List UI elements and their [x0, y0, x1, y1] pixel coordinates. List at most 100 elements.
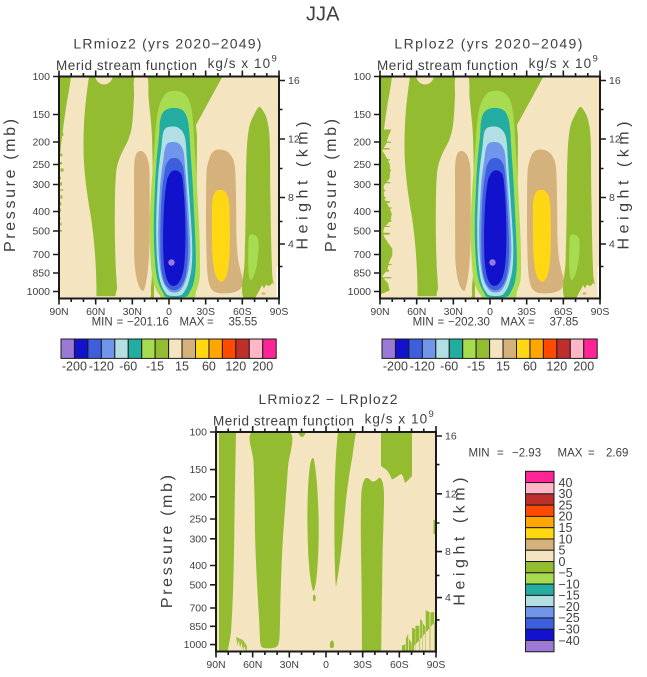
svg-text:500: 500: [32, 226, 50, 238]
svg-text:LRmioz2 (yrs 2020−2049): LRmioz2 (yrs 2020−2049): [73, 36, 261, 52]
svg-text:35.55: 35.55: [229, 317, 258, 329]
svg-text:400: 400: [353, 206, 371, 218]
svg-text:100: 100: [189, 427, 207, 439]
svg-text:kg/s x 10: kg/s x 10: [529, 56, 592, 71]
svg-text:850: 850: [353, 268, 371, 280]
svg-text:0: 0: [487, 306, 493, 318]
svg-text:90S: 90S: [591, 306, 610, 318]
svg-text:−40: −40: [559, 634, 580, 648]
svg-text:8: 8: [445, 546, 451, 558]
svg-text:Pressure (mb): Pressure (mb): [323, 119, 340, 252]
svg-text:60S: 60S: [554, 306, 573, 318]
svg-text:16: 16: [609, 75, 621, 87]
svg-text:Pressure (mb): Pressure (mb): [159, 475, 176, 608]
svg-text:12: 12: [445, 488, 457, 500]
svg-text:1000: 1000: [184, 639, 208, 651]
svg-text:−10: −10: [559, 577, 580, 591]
svg-text:300: 300: [353, 179, 371, 191]
svg-text:400: 400: [189, 560, 207, 572]
svg-text:90S: 90S: [427, 659, 446, 671]
svg-text:60N: 60N: [407, 306, 426, 318]
svg-text:−15: −15: [559, 589, 580, 603]
svg-text:200: 200: [189, 491, 207, 503]
svg-text:Merid stream function: Merid stream function: [56, 58, 197, 73]
svg-text:700: 700: [32, 249, 50, 261]
svg-text:30N: 30N: [123, 306, 142, 318]
svg-text:700: 700: [189, 603, 207, 615]
svg-text:30S: 30S: [196, 306, 215, 318]
svg-text:MAX: MAX: [180, 317, 205, 329]
svg-text:150: 150: [32, 109, 50, 121]
svg-text:Height (km): Height (km): [616, 122, 633, 250]
svg-text:16: 16: [445, 431, 457, 443]
svg-text:MIN: MIN: [92, 317, 113, 329]
svg-text:850: 850: [189, 621, 207, 633]
svg-text:−25: −25: [559, 611, 580, 625]
svg-text:15: 15: [559, 521, 573, 535]
svg-text:MAX: MAX: [558, 448, 583, 460]
svg-text:=: =: [497, 448, 504, 460]
svg-text:5: 5: [559, 544, 566, 558]
svg-text:37.85: 37.85: [550, 317, 579, 329]
svg-text:700: 700: [353, 249, 371, 261]
svg-text:12: 12: [288, 134, 300, 146]
svg-text:LRploz2 (yrs 2020−2049): LRploz2 (yrs 2020−2049): [394, 36, 582, 52]
svg-text:−201.16: −201.16: [127, 317, 169, 329]
svg-text:=: =: [588, 448, 595, 460]
svg-text:MAX: MAX: [501, 317, 526, 329]
svg-text:−20: −20: [559, 600, 580, 614]
svg-text:500: 500: [353, 226, 371, 238]
svg-text:100: 100: [353, 71, 371, 83]
svg-text:kg/s x 10: kg/s x 10: [208, 56, 271, 71]
svg-text:Height (km): Height (km): [452, 478, 469, 606]
svg-text:4: 4: [609, 239, 615, 251]
svg-text:300: 300: [189, 533, 207, 545]
svg-text:60N: 60N: [86, 306, 105, 318]
svg-text:150: 150: [189, 464, 207, 476]
svg-text:1000: 1000: [27, 286, 51, 298]
svg-text:Merid stream function: Merid stream function: [213, 414, 354, 429]
svg-text:8: 8: [609, 192, 615, 204]
svg-text:60S: 60S: [390, 659, 409, 671]
svg-text:0: 0: [323, 659, 329, 671]
svg-text:MIN: MIN: [413, 317, 434, 329]
svg-text:60S: 60S: [233, 306, 252, 318]
svg-text:90N: 90N: [206, 659, 225, 671]
svg-text:=: =: [207, 317, 214, 329]
svg-text:150: 150: [353, 109, 371, 121]
svg-text:JJA: JJA: [306, 4, 340, 26]
svg-text:300: 300: [32, 179, 50, 191]
svg-text:25: 25: [559, 498, 573, 512]
svg-text:12: 12: [609, 134, 621, 146]
svg-text:0: 0: [559, 555, 566, 569]
svg-text:=: =: [528, 317, 535, 329]
svg-text:30S: 30S: [517, 306, 536, 318]
svg-text:60N: 60N: [243, 659, 262, 671]
svg-text:500: 500: [189, 579, 207, 591]
svg-text:4: 4: [288, 239, 294, 251]
svg-text:90S: 90S: [270, 306, 289, 318]
svg-text:Merid stream function: Merid stream function: [377, 58, 518, 73]
svg-text:9: 9: [429, 409, 434, 420]
svg-text:200: 200: [353, 137, 371, 149]
svg-text:30: 30: [559, 487, 573, 501]
svg-text:0: 0: [166, 306, 172, 318]
svg-text:4: 4: [445, 592, 451, 604]
svg-text:400: 400: [32, 206, 50, 218]
svg-text:850: 850: [32, 268, 50, 280]
svg-text:30N: 30N: [444, 306, 463, 318]
svg-text:Height (km): Height (km): [295, 122, 312, 250]
svg-text:200: 200: [32, 137, 50, 149]
svg-text:40: 40: [559, 476, 573, 490]
svg-text:250: 250: [353, 159, 371, 171]
svg-text:20: 20: [559, 510, 573, 524]
svg-text:30N: 30N: [280, 659, 299, 671]
svg-text:MIN: MIN: [469, 448, 490, 460]
svg-text:kg/s x 10: kg/s x 10: [365, 412, 428, 427]
svg-text:8: 8: [288, 192, 294, 204]
svg-text:10: 10: [559, 532, 573, 546]
svg-text:=: =: [117, 317, 124, 329]
svg-text:250: 250: [189, 514, 207, 526]
svg-text:250: 250: [32, 159, 50, 171]
svg-text:2.69: 2.69: [606, 448, 628, 460]
